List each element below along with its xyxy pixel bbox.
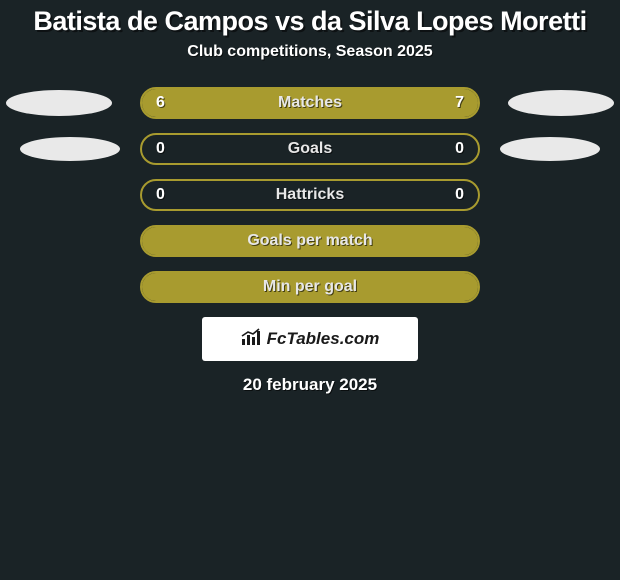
comparison-infographic: Batista de Campos vs da Silva Lopes More… (0, 0, 620, 580)
stat-value-right: 0 (455, 186, 464, 204)
subtitle: Club competitions, Season 2025 (0, 43, 620, 61)
stat-label: Goals (142, 140, 478, 158)
player-ellipse-right (500, 137, 600, 161)
attribution-badge: FcTables.com (202, 317, 418, 361)
stat-bar: Hattricks0 0 (140, 179, 480, 211)
chart-icon (241, 328, 261, 351)
stat-row: Matches67 (0, 87, 620, 119)
stat-bar-left-fill (142, 89, 297, 117)
stat-bar: Goals0 0 (140, 133, 480, 165)
stat-value-left: 0 (156, 140, 165, 158)
stat-row: Goals per match (0, 225, 620, 257)
stat-row: Hattricks0 0 (0, 179, 620, 211)
stat-bar-right-fill (297, 89, 478, 117)
stat-bar: Min per goal (140, 271, 480, 303)
stat-bar: Matches67 (140, 87, 480, 119)
stat-rows: Matches67Goals00Hattricks00Goals per mat… (0, 87, 620, 303)
stat-bar-left-fill (142, 273, 478, 301)
stat-bar-left-fill (142, 227, 478, 255)
stat-row: Goals0 0 (0, 133, 620, 165)
stat-value-left: 0 (156, 186, 165, 204)
stat-value-right: 0 (455, 140, 464, 158)
player-ellipse-left (6, 90, 112, 116)
date-text: 20 february 2025 (0, 375, 620, 395)
stat-row: Min per goal (0, 271, 620, 303)
player-ellipse-right (508, 90, 614, 116)
player-ellipse-left (20, 137, 120, 161)
stat-bar: Goals per match (140, 225, 480, 257)
attribution-text: FcTables.com (267, 329, 380, 349)
page-title: Batista de Campos vs da Silva Lopes More… (0, 0, 620, 37)
stat-label: Hattricks (142, 186, 478, 204)
